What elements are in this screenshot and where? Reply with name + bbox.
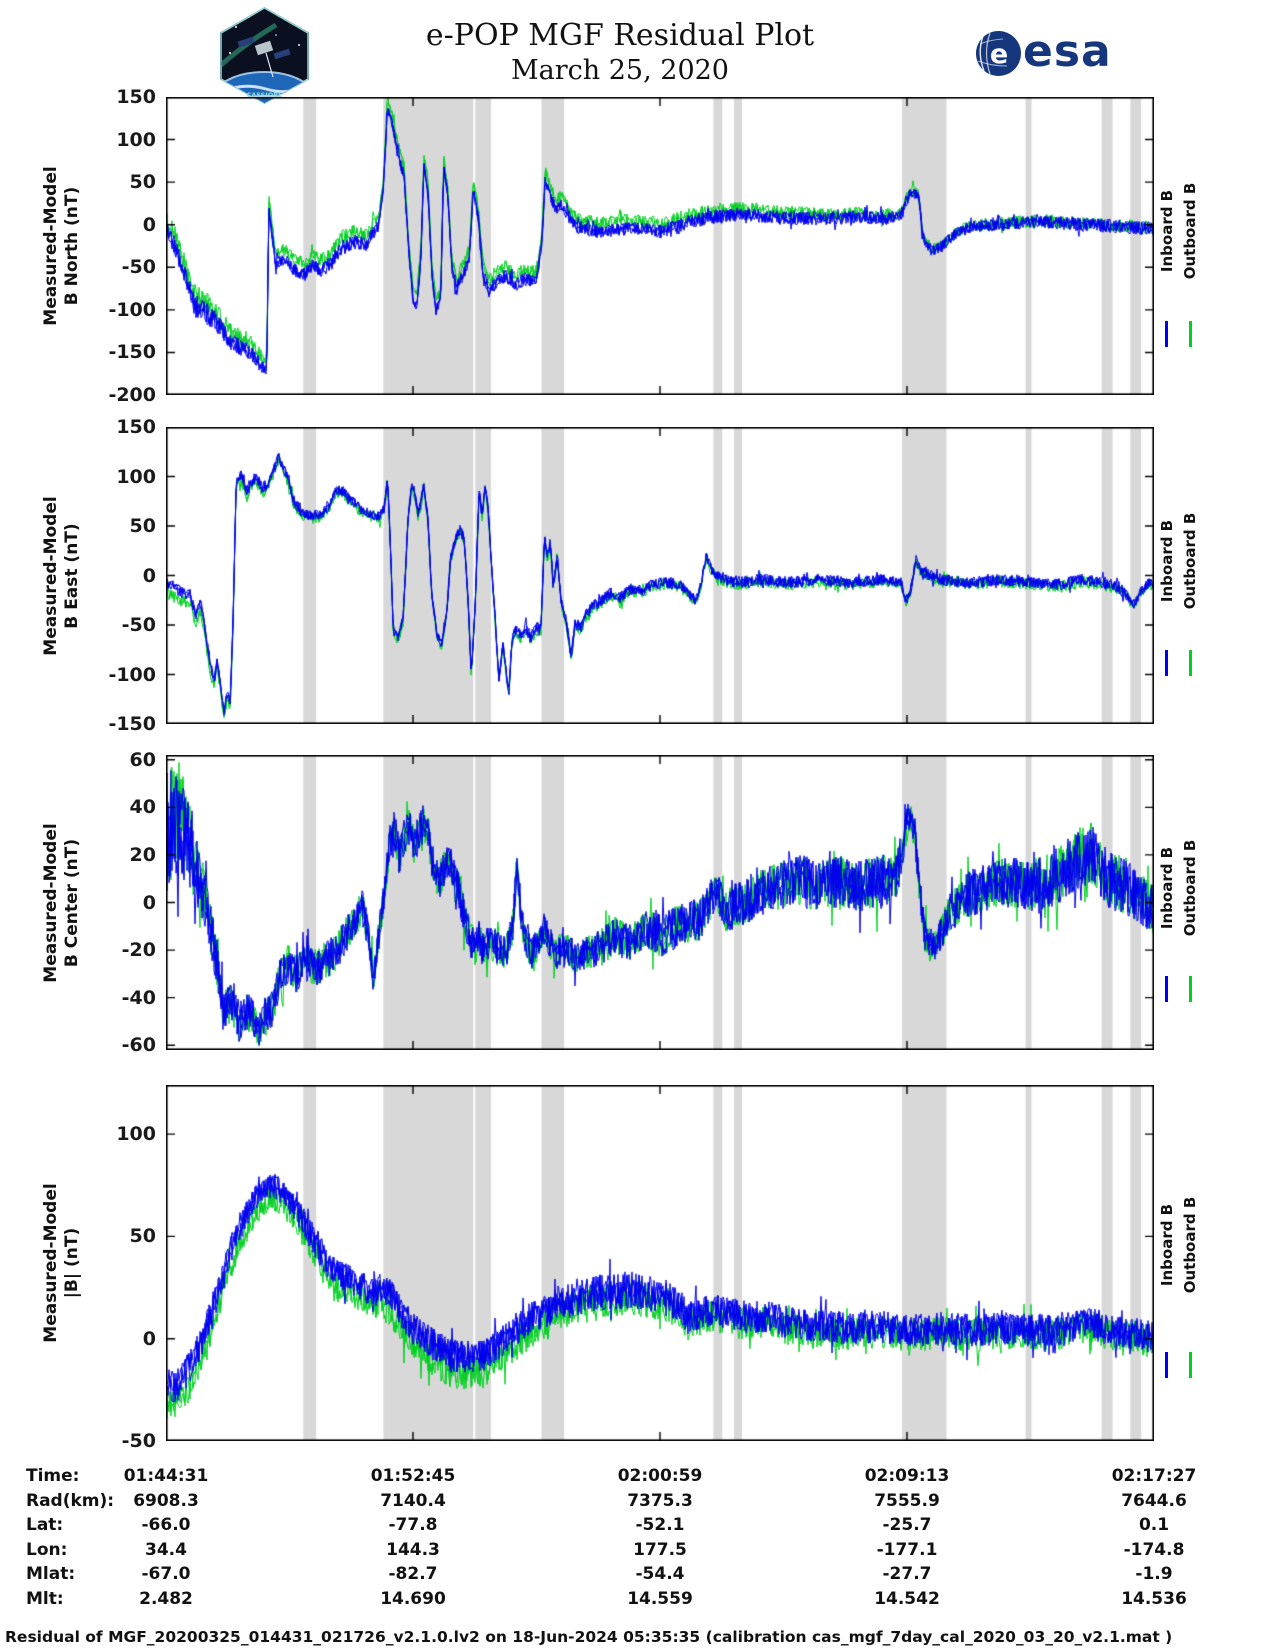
legend-mark-inboard-b-north — [1165, 320, 1168, 347]
ytick-b-north-50: 50 — [129, 171, 156, 194]
legend-label-inboard-b-east: Inboard B — [1158, 519, 1176, 602]
cassiope-mission-patch-icon: CASSIOPE — [218, 5, 311, 106]
ylabel-b-magnitude: Measured-Model |B| (nT) — [41, 1183, 82, 1343]
ytick-b-north--200: -200 — [108, 384, 156, 406]
table-cell-r1-c3: 7555.9 — [874, 1490, 940, 1511]
svg-text:e: e — [990, 39, 1008, 70]
ytick-b-magnitude-50: 50 — [129, 1225, 156, 1248]
ytick-b-magnitude-100: 100 — [116, 1123, 156, 1146]
table-cell-r4-c4: -1.9 — [1135, 1564, 1173, 1585]
table-cell-r4-c2: -54.4 — [635, 1564, 685, 1585]
table-cell-r4-c0: -67.0 — [141, 1564, 191, 1585]
ytick-b-east-50: 50 — [129, 515, 156, 537]
table-row-label-radkm: Rad(km): — [26, 1490, 115, 1511]
table-row-label-lat: Lat: — [26, 1515, 64, 1536]
table-cell-r5-c2: 14.559 — [627, 1589, 693, 1609]
panel-plot-b-magnitude — [166, 1085, 1154, 1441]
table-cell-r0-c4: 02:17:27 — [1111, 1466, 1197, 1486]
table-cell-r5-c1: 14.690 — [380, 1589, 446, 1609]
ytick-b-north--150: -150 — [108, 341, 156, 364]
ytick-b-center--60: -60 — [121, 1034, 156, 1057]
table-cell-r0-c3: 02:09:13 — [864, 1466, 950, 1486]
footer-provenance-text: Residual of MGF_20200325_014431_021726_v… — [5, 1628, 1173, 1646]
legend-mark-inboard-b-center — [1165, 976, 1168, 1003]
panel-plot-b-north — [166, 97, 1154, 395]
legend-mark-outboard-b-magnitude — [1189, 1352, 1192, 1378]
ytick-b-north--100: -100 — [108, 298, 156, 321]
ytick-b-magnitude--50: -50 — [121, 1430, 156, 1452]
table-cell-r1-c1: 7140.4 — [380, 1490, 446, 1511]
legend-label-outboard-b-east: Outboard B — [1181, 512, 1199, 609]
table-row-label-mlat: Mlat: — [26, 1564, 76, 1585]
legend-label-inboard-b-magnitude: Inboard B — [1158, 1204, 1176, 1287]
ytick-b-east-100: 100 — [116, 465, 156, 488]
table-cell-r2-c2: -52.1 — [635, 1515, 685, 1536]
table-cell-r1-c4: 7644.6 — [1121, 1490, 1187, 1511]
legend-mark-outboard-b-center — [1189, 976, 1192, 1003]
legend-label-outboard-b-north: Outboard B — [1181, 182, 1199, 280]
table-row-label-time: Time: — [26, 1466, 80, 1486]
legend-mark-inboard-b-magnitude — [1165, 1352, 1168, 1378]
ytick-b-north-100: 100 — [116, 128, 156, 151]
table-cell-r0-c1: 01:52:45 — [370, 1466, 456, 1486]
ytick-b-center-40: 40 — [129, 796, 156, 819]
legend-label-outboard-b-center: Outboard B — [1181, 839, 1199, 937]
table-row-label-lon: Lon: — [26, 1539, 68, 1560]
table-cell-r2-c3: -25.7 — [882, 1515, 932, 1536]
ytick-b-center--20: -20 — [121, 939, 156, 962]
ytick-b-east--100: -100 — [108, 663, 156, 686]
ytick-b-east-150: 150 — [116, 416, 156, 438]
table-cell-r0-c0: 01:44:31 — [123, 1466, 209, 1486]
table-row-label-mlt: Mlt: — [26, 1589, 64, 1609]
ytick-b-center--40: -40 — [121, 986, 156, 1009]
page-subtitle-date: March 25, 2020 — [511, 55, 729, 86]
table-cell-r2-c1: -77.8 — [388, 1515, 438, 1536]
table-cell-r3-c1: 144.3 — [386, 1539, 440, 1560]
ytick-b-magnitude-0: 0 — [142, 1327, 156, 1350]
legend-mark-outboard-b-north — [1189, 320, 1192, 347]
ytick-b-center-0: 0 — [142, 891, 156, 914]
legend-label-inboard-b-north: Inboard B — [1158, 189, 1176, 273]
table-cell-r3-c3: -177.1 — [876, 1539, 938, 1560]
ytick-b-center-20: 20 — [129, 843, 156, 866]
table-cell-r1-c2: 7375.3 — [627, 1490, 693, 1511]
table-cell-r3-c0: 34.4 — [145, 1539, 187, 1560]
ytick-b-north-150: 150 — [116, 86, 156, 108]
legend-mark-inboard-b-east — [1165, 649, 1168, 676]
table-cell-r3-c2: 177.5 — [633, 1539, 687, 1560]
table-cell-r2-c4: 0.1 — [1138, 1515, 1170, 1536]
ylabel-b-center: Measured-Model B Center (nT) — [41, 822, 82, 983]
ytick-b-east--150: -150 — [108, 713, 156, 735]
ylabel-b-east: Measured-Model B East (nT) — [41, 495, 82, 656]
ytick-b-north-0: 0 — [142, 213, 156, 236]
table-cell-r5-c0: 2.482 — [139, 1589, 193, 1609]
table-cell-r4-c3: -27.7 — [882, 1564, 932, 1585]
legend-label-outboard-b-magnitude: Outboard B — [1181, 1196, 1199, 1294]
table-cell-r3-c4: -174.8 — [1123, 1539, 1185, 1560]
table-cell-r1-c0: 6908.3 — [133, 1490, 199, 1511]
panel-plot-b-center — [166, 755, 1154, 1050]
patch-title-text: CASSIOPE — [246, 91, 282, 99]
table-cell-r5-c4: 14.536 — [1121, 1589, 1187, 1609]
table-cell-r2-c0: -66.0 — [141, 1515, 191, 1536]
legend-mark-outboard-b-east — [1189, 649, 1192, 676]
ylabel-b-north: Measured-Model B North (nT) — [41, 166, 82, 326]
legend-label-inboard-b-center: Inboard B — [1158, 846, 1176, 929]
esa-logo-globe-icon: e — [976, 31, 1021, 76]
page-title: e-POP MGF Residual Plot — [425, 18, 815, 53]
table-cell-r4-c1: -82.7 — [388, 1564, 438, 1585]
ytick-b-center-60: 60 — [129, 748, 156, 771]
table-cell-r5-c3: 14.542 — [874, 1589, 940, 1609]
panel-plot-b-east — [166, 427, 1154, 724]
esa-logo-text: esa — [1023, 26, 1112, 77]
ytick-b-east--50: -50 — [121, 614, 156, 636]
ytick-b-east-0: 0 — [142, 564, 156, 587]
ytick-b-north--50: -50 — [121, 256, 156, 279]
table-cell-r0-c2: 02:00:59 — [617, 1466, 703, 1486]
